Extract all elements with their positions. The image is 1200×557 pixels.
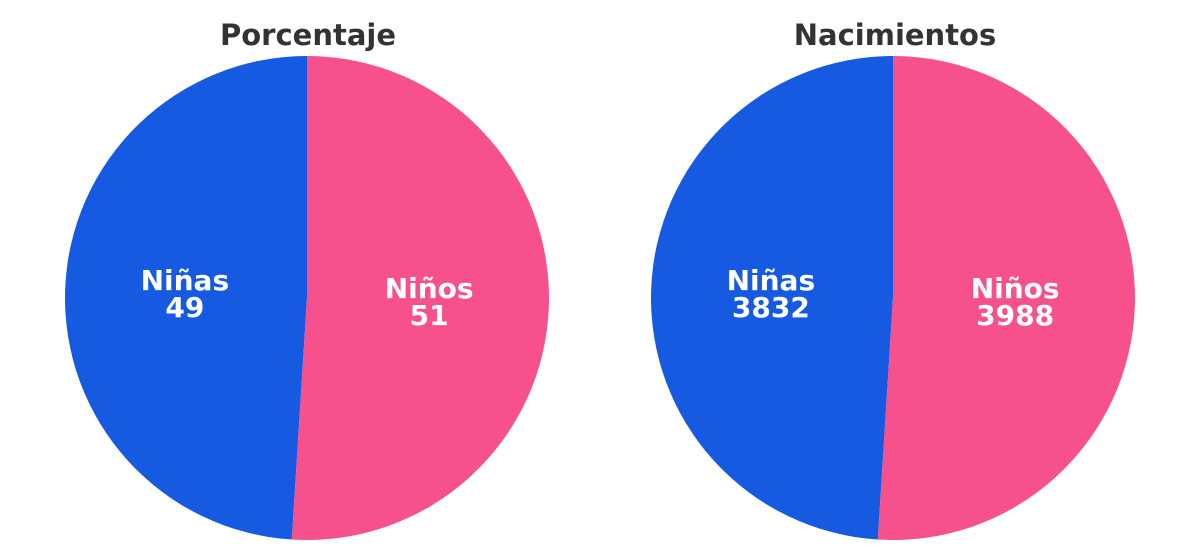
pie-slice-nacimientos-0 bbox=[651, 56, 893, 540]
pie-slices-nacimientos bbox=[651, 56, 1136, 540]
pie-slice-porcentaje-1 bbox=[291, 56, 550, 540]
pie-slice-nacimientos-1 bbox=[877, 56, 1136, 540]
slice-value-label-nacimientos-0: 3832 bbox=[732, 291, 810, 324]
chart-title-porcentaje: Porcentaje bbox=[220, 18, 396, 52]
pie-slice-porcentaje-0 bbox=[65, 56, 307, 540]
slice-value-label-porcentaje-1: 51 bbox=[410, 299, 449, 332]
slice-value-label-nacimientos-1: 3988 bbox=[976, 299, 1054, 332]
chart-title-nacimientos: Nacimientos bbox=[794, 18, 997, 52]
slice-category-label-porcentaje-1: Niños bbox=[385, 272, 474, 305]
slice-category-label-porcentaje-0: Niñas bbox=[141, 264, 230, 297]
slice-category-label-nacimientos-0: Niñas bbox=[727, 264, 816, 297]
slice-value-label-porcentaje-0: 49 bbox=[165, 291, 204, 324]
pie-slices-porcentaje bbox=[65, 56, 550, 540]
slice-category-label-nacimientos-1: Niños bbox=[971, 272, 1060, 305]
